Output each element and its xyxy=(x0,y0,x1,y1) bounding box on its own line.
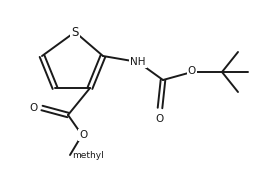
Text: O: O xyxy=(188,66,196,76)
Text: O: O xyxy=(30,103,38,113)
Text: S: S xyxy=(71,26,79,39)
Text: O: O xyxy=(79,130,87,140)
Text: O: O xyxy=(156,114,164,124)
Text: NH: NH xyxy=(130,57,146,67)
Text: methyl: methyl xyxy=(72,150,104,159)
